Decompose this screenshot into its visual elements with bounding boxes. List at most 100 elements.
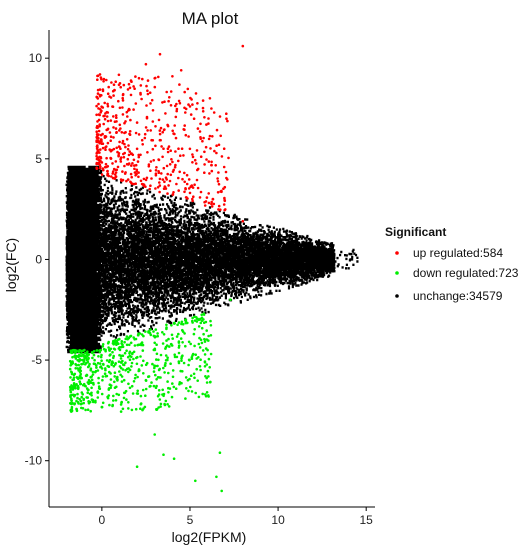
data-point	[134, 182, 137, 185]
data-point	[191, 161, 194, 164]
data-point	[85, 373, 89, 377]
data-point	[114, 127, 118, 130]
data-point	[69, 388, 72, 392]
y-tick-label: -5	[31, 353, 42, 367]
data-point	[156, 186, 160, 189]
data-point	[223, 196, 226, 200]
data-point	[119, 354, 123, 358]
data-point	[170, 333, 174, 337]
data-point	[77, 363, 80, 367]
data-point	[101, 142, 105, 145]
y-tick-label: -10	[25, 454, 43, 468]
data-point	[167, 391, 170, 394]
data-point	[163, 100, 166, 103]
data-point	[114, 175, 118, 178]
data-point	[102, 168, 105, 172]
data-point	[198, 336, 201, 340]
data-point	[121, 178, 125, 182]
data-point	[71, 355, 74, 359]
data-point	[114, 160, 118, 163]
data-point	[207, 117, 210, 120]
data-point	[171, 75, 174, 78]
data-point	[100, 359, 103, 363]
data-point	[187, 389, 190, 393]
data-point	[208, 134, 212, 138]
data-point	[169, 104, 173, 107]
data-point	[190, 357, 194, 361]
data-point	[170, 324, 173, 327]
data-point	[104, 162, 108, 166]
data-point	[132, 350, 136, 354]
data-point	[155, 378, 158, 381]
data-point	[193, 315, 196, 319]
data-point	[189, 374, 193, 378]
data-point	[170, 158, 173, 161]
data-point	[126, 115, 129, 118]
data-point	[212, 111, 216, 114]
data-point	[115, 130, 118, 134]
data-point	[195, 178, 199, 182]
data-point	[187, 187, 191, 190]
data-point	[190, 390, 194, 393]
data-point	[86, 388, 90, 392]
data-point	[134, 373, 137, 377]
data-point	[106, 111, 110, 114]
data-point	[205, 158, 208, 161]
data-point	[139, 355, 142, 358]
data-point	[205, 123, 208, 126]
data-point	[183, 90, 186, 94]
data-point	[158, 190, 161, 194]
data-point	[139, 84, 143, 87]
data-point	[172, 385, 176, 389]
data-point	[165, 90, 168, 94]
data-point	[209, 319, 212, 323]
data-point	[141, 143, 144, 146]
data-point	[102, 122, 105, 126]
data-point	[89, 380, 92, 383]
data-point	[101, 378, 104, 382]
data-point	[113, 375, 116, 378]
data-point	[122, 378, 126, 382]
data-point	[87, 364, 91, 368]
data-point	[167, 145, 171, 148]
data-point	[195, 320, 199, 323]
data-point	[207, 122, 210, 125]
data-point	[216, 177, 219, 180]
data-point	[156, 332, 159, 335]
data-point	[144, 178, 148, 182]
data-point	[137, 175, 140, 179]
data-point	[203, 353, 207, 356]
data-point	[119, 373, 122, 377]
data-point	[101, 89, 105, 93]
data-point	[155, 358, 158, 361]
data-point	[174, 136, 178, 140]
data-point	[146, 92, 150, 96]
data-point	[229, 298, 232, 302]
data-point	[100, 367, 104, 370]
data-point	[210, 107, 213, 110]
data-point	[96, 369, 100, 372]
data-point	[140, 138, 144, 142]
data-point	[166, 356, 169, 360]
data-point	[207, 137, 211, 141]
data-point	[156, 364, 159, 368]
data-point	[111, 361, 114, 364]
data-point	[123, 164, 126, 168]
data-point	[202, 318, 205, 321]
data-point	[69, 349, 73, 353]
y-tick-label: 0	[35, 252, 42, 266]
legend-label-down: down regulated:723	[413, 266, 519, 280]
data-point	[112, 83, 116, 86]
data-point	[175, 102, 178, 106]
data-point	[95, 133, 99, 136]
data-point	[121, 354, 125, 358]
data-point	[111, 176, 115, 180]
data-point	[174, 163, 177, 167]
data-point	[97, 385, 101, 388]
data-point	[222, 147, 226, 150]
data-point	[118, 365, 122, 368]
data-point	[97, 355, 100, 358]
data-point	[164, 399, 168, 403]
data-point	[159, 402, 163, 406]
data-point	[186, 87, 190, 91]
